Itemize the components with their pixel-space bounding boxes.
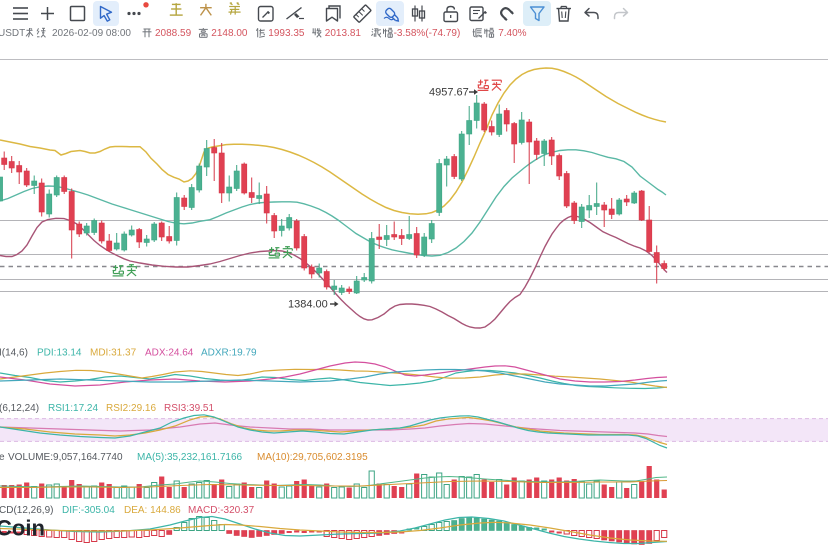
svg-text:DIF:-305.04: DIF:-305.04 — [62, 505, 115, 516]
svg-text:e: e — [0, 452, 5, 463]
svg-text:MA(5):35,232,161.7166: MA(5):35,232,161.7166 — [137, 452, 243, 463]
svg-text:2026-02-09 08:00: 2026-02-09 08:00 — [52, 28, 131, 39]
svg-text:RSI2:29.16: RSI2:29.16 — [106, 403, 156, 414]
svg-text:ADXR:19.79: ADXR:19.79 — [201, 348, 257, 359]
svg-text:USDT: USDT — [0, 28, 25, 39]
svg-text:2013.81: 2013.81 — [325, 28, 362, 39]
svg-text:CD(12,26,9): CD(12,26,9) — [0, 505, 53, 516]
svg-text:2088.59: 2088.59 — [155, 28, 192, 39]
svg-text:2148.00: 2148.00 — [211, 28, 248, 39]
svg-text:7.40%: 7.40% — [498, 28, 526, 39]
svg-text:DEA: 144.86: DEA: 144.86 — [124, 505, 181, 516]
svg-text:Coin: Coin — [0, 516, 45, 541]
svg-text:PDI:13.14: PDI:13.14 — [37, 348, 82, 359]
svg-text:1993.35: 1993.35 — [268, 28, 305, 39]
svg-text:4957.67: 4957.67 — [429, 87, 469, 99]
svg-text:1384.00: 1384.00 — [288, 299, 328, 311]
svg-text:RSI1:17.24: RSI1:17.24 — [48, 403, 98, 414]
svg-text:MDI:31.37: MDI:31.37 — [90, 348, 137, 359]
svg-text:(6,12,24): (6,12,24) — [0, 403, 39, 414]
svg-text:ADX:24.64: ADX:24.64 — [145, 348, 194, 359]
svg-text:MACD:-320.37: MACD:-320.37 — [188, 505, 255, 516]
svg-text:MA(10):29,705,602.3195: MA(10):29,705,602.3195 — [257, 452, 368, 463]
svg-text:I(14,6): I(14,6) — [0, 348, 28, 359]
svg-text:VOLUME:9,057,164.7740: VOLUME:9,057,164.7740 — [8, 452, 123, 463]
svg-text:-3.58%(-74.79): -3.58%(-74.79) — [394, 28, 461, 39]
svg-text:RSI3:39.51: RSI3:39.51 — [164, 403, 214, 414]
